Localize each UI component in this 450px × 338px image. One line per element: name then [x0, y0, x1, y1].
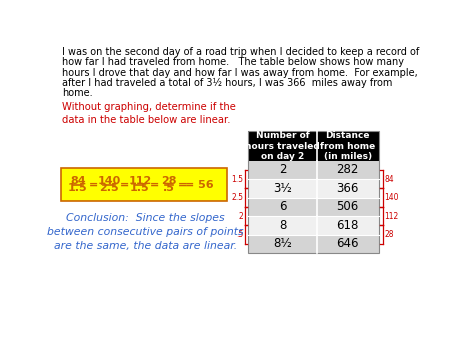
Text: 646: 646 — [337, 237, 359, 250]
Text: =: = — [150, 179, 159, 190]
FancyBboxPatch shape — [317, 216, 378, 235]
Text: =: = — [120, 179, 129, 190]
Text: hours I drove that day and how far I was away from home.  For example,: hours I drove that day and how far I was… — [63, 68, 418, 77]
Text: Distance
from home
(in miles): Distance from home (in miles) — [320, 131, 375, 161]
Text: =: = — [178, 179, 187, 190]
Text: 8½: 8½ — [273, 237, 292, 250]
FancyBboxPatch shape — [317, 131, 378, 161]
FancyBboxPatch shape — [317, 179, 378, 198]
Text: 2: 2 — [238, 212, 243, 221]
Text: after I had traveled a total of 3½ hours, I was 366  miles away from: after I had traveled a total of 3½ hours… — [63, 78, 393, 88]
Text: 1.5: 1.5 — [68, 184, 88, 193]
Text: 2: 2 — [279, 163, 286, 176]
Text: 1.5: 1.5 — [231, 175, 243, 184]
Text: .5: .5 — [163, 184, 175, 193]
Text: 366: 366 — [337, 182, 359, 195]
FancyBboxPatch shape — [248, 216, 317, 235]
Text: 28: 28 — [161, 176, 176, 186]
Text: 1.5: 1.5 — [130, 184, 150, 193]
Text: = 56: = 56 — [185, 179, 214, 190]
Text: 140: 140 — [97, 176, 121, 186]
Text: home.: home. — [63, 88, 93, 98]
Text: Without graphing, determine if the
data in the table below are linear.: Without graphing, determine if the data … — [63, 102, 236, 125]
Text: 84: 84 — [384, 175, 394, 184]
FancyBboxPatch shape — [317, 198, 378, 216]
FancyBboxPatch shape — [248, 235, 317, 253]
Text: 112: 112 — [384, 212, 398, 221]
Text: 140: 140 — [384, 193, 399, 202]
Text: I was on the second day of a road trip when I decided to keep a record of: I was on the second day of a road trip w… — [63, 47, 420, 57]
FancyBboxPatch shape — [317, 235, 378, 253]
FancyBboxPatch shape — [248, 198, 317, 216]
Text: 8: 8 — [279, 219, 286, 232]
Text: 2.5: 2.5 — [99, 184, 119, 193]
FancyBboxPatch shape — [248, 179, 317, 198]
Text: 28: 28 — [384, 230, 394, 239]
Text: 282: 282 — [337, 163, 359, 176]
FancyBboxPatch shape — [248, 161, 317, 179]
FancyBboxPatch shape — [61, 168, 227, 201]
Text: 618: 618 — [337, 219, 359, 232]
Text: .5: .5 — [236, 230, 243, 239]
Text: 112: 112 — [128, 176, 152, 186]
Text: 3½: 3½ — [273, 182, 292, 195]
Text: how far I had traveled from home.   The table below shows how many: how far I had traveled from home. The ta… — [63, 57, 405, 67]
Text: Conclusion:  Since the slopes
between consecutive pairs of points
are the same, : Conclusion: Since the slopes between con… — [47, 213, 244, 251]
Text: 84: 84 — [70, 176, 86, 186]
FancyBboxPatch shape — [317, 161, 378, 179]
Text: 506: 506 — [337, 200, 359, 213]
Text: 6: 6 — [279, 200, 286, 213]
Text: 2.5: 2.5 — [231, 193, 243, 202]
Text: Number of
hours traveled
on day 2: Number of hours traveled on day 2 — [245, 131, 320, 161]
FancyBboxPatch shape — [248, 131, 317, 161]
Text: =: = — [89, 179, 98, 190]
